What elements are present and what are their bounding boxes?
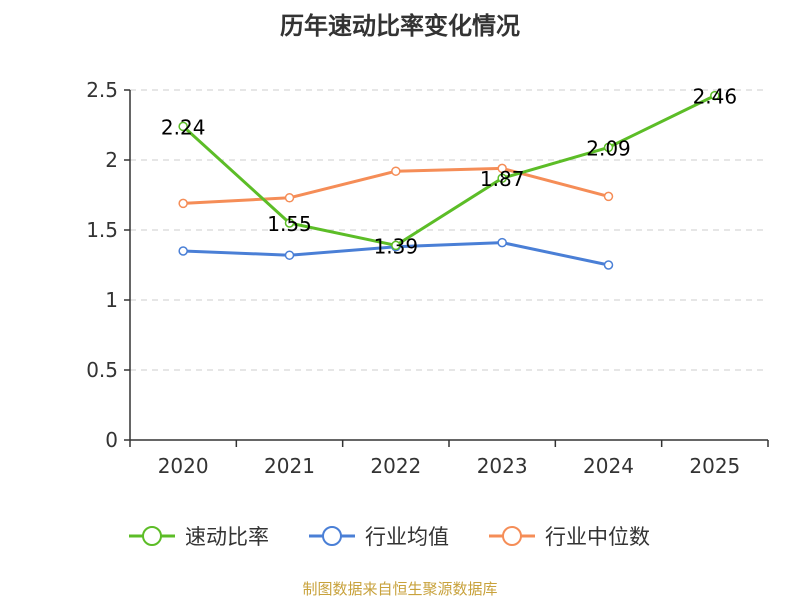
data-point[interactable] [603,260,614,270]
x-tick-label: 2025 [689,454,740,478]
x-tick-label: 2023 [477,454,528,478]
data-point[interactable] [497,163,507,174]
data-point[interactable] [603,142,614,153]
data-point[interactable] [284,250,295,260]
data-point[interactable] [284,218,295,228]
legend-marker [142,526,162,546]
data-label: 1.39 [374,234,419,258]
data-point[interactable] [178,246,188,256]
legend-item-1[interactable]: 行业均值 [309,525,449,549]
y-tick-label: 0 [105,428,118,452]
data-point[interactable] [284,193,295,203]
legend-item-2[interactable]: 行业中位数 [489,525,650,549]
x-tick-label: 2021 [264,454,315,478]
x-tick-label: 2022 [370,454,421,478]
legend-label: 行业均值 [365,525,449,549]
data-point[interactable] [603,191,614,202]
legend-marker [502,526,522,546]
y-tick-label: 0.5 [86,358,118,382]
legend-label: 行业中位数 [545,525,650,549]
data-point[interactable] [178,198,188,209]
chart-title: 历年速动比率变化情况 [280,12,520,40]
data-label: 2.46 [693,85,738,109]
source-note: 制图数据来自恒生聚源数据库 [302,580,498,598]
data-label: 2.09 [586,136,631,160]
legend-item-0[interactable]: 速动比率 [129,525,269,549]
data-label: 1.55 [267,212,312,236]
legend[interactable]: 速动比率 行业均值 行业中位数 [129,525,650,549]
data-point[interactable] [710,90,720,101]
x-tick-label: 2020 [158,454,209,478]
y-tick-label: 1 [105,288,118,312]
data-label: 1.87 [480,167,525,191]
data-label: 2.24 [161,115,206,139]
data-labels: 2.24 1.55 1.39 1.87 2.09 2.46 [161,85,737,259]
axes: 0 0.5 1 1.5 2 2.5 2020 2021 2022 2023 2024 2025 [86,78,769,478]
gridlines [130,89,768,371]
series-line-0 [182,94,716,247]
y-tick-label: 1.5 [86,218,118,242]
data-point[interactable] [497,237,507,248]
data-point[interactable] [178,121,188,132]
series-layer [178,90,720,270]
data-point[interactable] [391,240,401,251]
data-point[interactable] [391,166,401,176]
y-tick-label: 2.5 [86,78,118,102]
data-point[interactable] [497,173,507,183]
y-tick-label: 2 [105,148,118,172]
legend-label: 速动比率 [185,525,269,549]
legend-marker [322,526,342,546]
x-tick-label: 2024 [583,454,634,478]
